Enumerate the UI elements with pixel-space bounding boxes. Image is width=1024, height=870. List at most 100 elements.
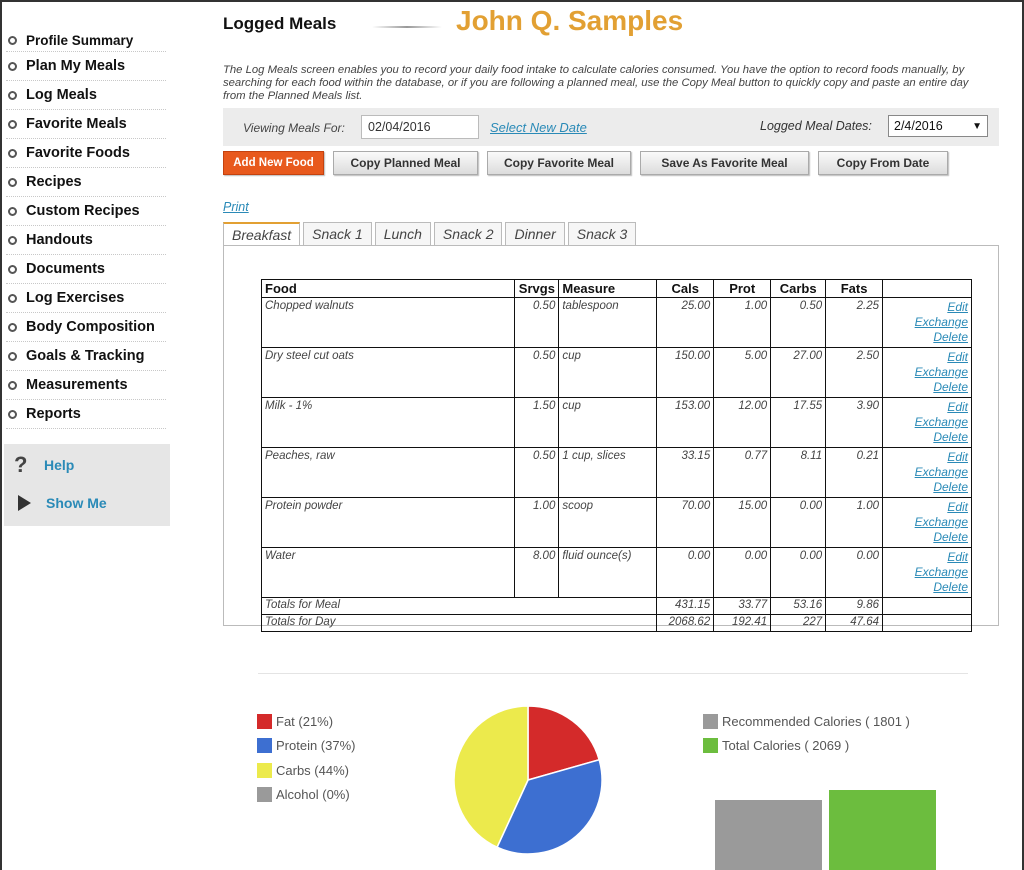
cell-srvgs: 0.50 bbox=[514, 347, 560, 398]
viewing-date-field[interactable]: 02/04/2016 bbox=[361, 115, 479, 139]
help-link[interactable]: ? Help bbox=[14, 452, 74, 478]
sidebar-item-plan-my-meals[interactable]: Plan My Meals bbox=[6, 52, 166, 81]
sidebar-item-reports[interactable]: Reports bbox=[6, 400, 166, 429]
bullet-icon bbox=[8, 36, 17, 45]
column-header: Carbs bbox=[770, 279, 827, 298]
legend-item: Recommended Calories ( 1801 ) bbox=[703, 709, 910, 734]
bar-recommended-calories bbox=[715, 800, 822, 870]
totals-label: Totals for Meal bbox=[260, 597, 658, 615]
select-new-date-link[interactable]: Select New Date bbox=[490, 120, 587, 135]
logged-dates-label: Logged Meal Dates: bbox=[760, 119, 872, 133]
delete-link[interactable]: Delete bbox=[933, 330, 968, 344]
add-new-food-button[interactable]: Add New Food bbox=[223, 151, 324, 175]
tab-snack-2[interactable]: Snack 2 bbox=[433, 222, 503, 245]
legend-swatch bbox=[703, 713, 718, 729]
calorie-legend: Recommended Calories ( 1801 ) Total Calor… bbox=[703, 709, 910, 758]
exchange-link[interactable]: Exchange bbox=[914, 415, 968, 429]
cell-measure: 1 cup, slices bbox=[558, 447, 658, 498]
bullet-icon bbox=[8, 409, 17, 419]
logged-dates-value: 2/4/2016 bbox=[894, 119, 943, 133]
legend-item: Carbs (44%) bbox=[257, 758, 355, 783]
sidebar-item-custom-recipes[interactable]: Custom Recipes bbox=[6, 197, 166, 226]
totals-meal-row: Totals for Meal 431.15 33.77 53.16 9.86 bbox=[260, 597, 972, 615]
table-row: Water 8.00 fluid ounce(s) 0.00 0.00 0.00 0.00 E… bbox=[260, 547, 972, 598]
delete-link[interactable]: Delete bbox=[933, 430, 968, 444]
row-actions: Edit Exchange Delete bbox=[882, 547, 972, 598]
cell-carbs: 0.00 bbox=[770, 497, 827, 548]
sidebar-item-label: Favorite Meals bbox=[26, 116, 127, 132]
row-actions: Edit Exchange Delete bbox=[882, 497, 972, 548]
exchange-link[interactable]: Exchange bbox=[914, 365, 968, 379]
bullet-icon bbox=[8, 235, 17, 245]
bar-total-calories bbox=[829, 790, 936, 870]
tab-lunch[interactable]: Lunch bbox=[374, 222, 431, 245]
title-divider bbox=[372, 26, 442, 28]
edit-link[interactable]: Edit bbox=[947, 300, 968, 314]
edit-link[interactable]: Edit bbox=[947, 550, 968, 564]
tab-dinner[interactable]: Dinner bbox=[505, 222, 565, 245]
exchange-link[interactable]: Exchange bbox=[914, 515, 968, 529]
total-cals: 431.15 bbox=[656, 597, 715, 615]
sidebar-item-favorite-foods[interactable]: Favorite Foods bbox=[6, 139, 166, 168]
print-link[interactable]: Print bbox=[223, 200, 249, 214]
user-name: John Q. Samples bbox=[456, 5, 684, 36]
edit-link[interactable]: Edit bbox=[947, 350, 968, 364]
save-as-favorite-meal-button[interactable]: Save As Favorite Meal bbox=[640, 151, 809, 175]
sidebar-item-label: Recipes bbox=[26, 174, 82, 190]
cell-measure: cup bbox=[558, 397, 658, 448]
cell-prot: 0.77 bbox=[713, 447, 772, 498]
sidebar-item-log-meals[interactable]: Log Meals bbox=[6, 81, 166, 110]
sidebar-item-label: Favorite Foods bbox=[26, 145, 130, 161]
cell-srvgs: 8.00 bbox=[514, 547, 560, 598]
exchange-link[interactable]: Exchange bbox=[914, 315, 968, 329]
sidebar-item-label: Plan My Meals bbox=[26, 58, 126, 74]
cell-measure: tablespoon bbox=[558, 297, 658, 348]
sidebar-item-handouts[interactable]: Handouts bbox=[6, 226, 166, 255]
tab-breakfast[interactable]: Breakfast bbox=[223, 222, 301, 246]
cell-measure: fluid ounce(s) bbox=[558, 547, 658, 598]
page-title: Logged Meals bbox=[223, 14, 337, 33]
show-me-label: Show Me bbox=[46, 495, 107, 511]
exchange-link[interactable]: Exchange bbox=[914, 565, 968, 579]
copy-planned-meal-button[interactable]: Copy Planned Meal bbox=[333, 151, 478, 175]
show-me-link[interactable]: Show Me bbox=[14, 495, 107, 511]
sidebar-item-profile-summary[interactable]: Profile Summary bbox=[6, 30, 166, 52]
sidebar-item-documents[interactable]: Documents bbox=[6, 255, 166, 284]
total-fats: 47.64 bbox=[825, 614, 884, 632]
sidebar-item-body-composition[interactable]: Body Composition bbox=[6, 313, 166, 342]
date-toolbar: Viewing Meals For: 02/04/2016 Select New… bbox=[223, 108, 999, 146]
column-header: Cals bbox=[656, 279, 715, 298]
cell-fats: 2.25 bbox=[825, 297, 884, 348]
pie-slice-fat bbox=[527, 705, 601, 781]
sidebar-item-label: Custom Recipes bbox=[26, 203, 140, 219]
sidebar-item-recipes[interactable]: Recipes bbox=[6, 168, 166, 197]
pie-slice-carbs bbox=[453, 705, 529, 849]
cell-cals: 70.00 bbox=[656, 497, 715, 548]
sidebar-item-label: Goals & Tracking bbox=[26, 348, 145, 364]
row-actions: Edit Exchange Delete bbox=[882, 297, 972, 348]
sidebar-item-measurements[interactable]: Measurements bbox=[6, 371, 166, 400]
pie-slice-protein bbox=[496, 758, 603, 855]
cell-fats: 1.00 bbox=[825, 497, 884, 548]
delete-link[interactable]: Delete bbox=[933, 380, 968, 394]
sidebar-item-goals-tracking[interactable]: Goals & Tracking bbox=[6, 342, 166, 371]
sidebar-item-log-exercises[interactable]: Log Exercises bbox=[6, 284, 166, 313]
cell-prot: 5.00 bbox=[713, 347, 772, 398]
copy-from-date-button[interactable]: Copy From Date bbox=[818, 151, 948, 175]
copy-favorite-meal-button[interactable]: Copy Favorite Meal bbox=[487, 151, 631, 175]
column-header: Food bbox=[260, 279, 516, 298]
edit-link[interactable]: Edit bbox=[947, 400, 968, 414]
delete-link[interactable]: Delete bbox=[933, 530, 968, 544]
tab-snack-3[interactable]: Snack 3 bbox=[567, 222, 637, 245]
exchange-link[interactable]: Exchange bbox=[914, 465, 968, 479]
sidebar-item-favorite-meals[interactable]: Favorite Meals bbox=[6, 110, 166, 139]
logged-dates-select[interactable]: 2/4/2016 ▼ bbox=[888, 115, 988, 137]
tab-snack-1[interactable]: Snack 1 bbox=[303, 222, 372, 245]
bullet-icon bbox=[8, 177, 17, 187]
table-row: Milk - 1% 1.50 cup 153.00 12.00 17.55 3.90 Edit… bbox=[260, 397, 972, 448]
edit-link[interactable]: Edit bbox=[947, 500, 968, 514]
edit-link[interactable]: Edit bbox=[947, 450, 968, 464]
delete-link[interactable]: Delete bbox=[933, 480, 968, 494]
meal-panel: Food Srvgs Measure Cals Prot Carbs Fats Choppe… bbox=[223, 245, 999, 632]
delete-link[interactable]: Delete bbox=[933, 580, 968, 594]
